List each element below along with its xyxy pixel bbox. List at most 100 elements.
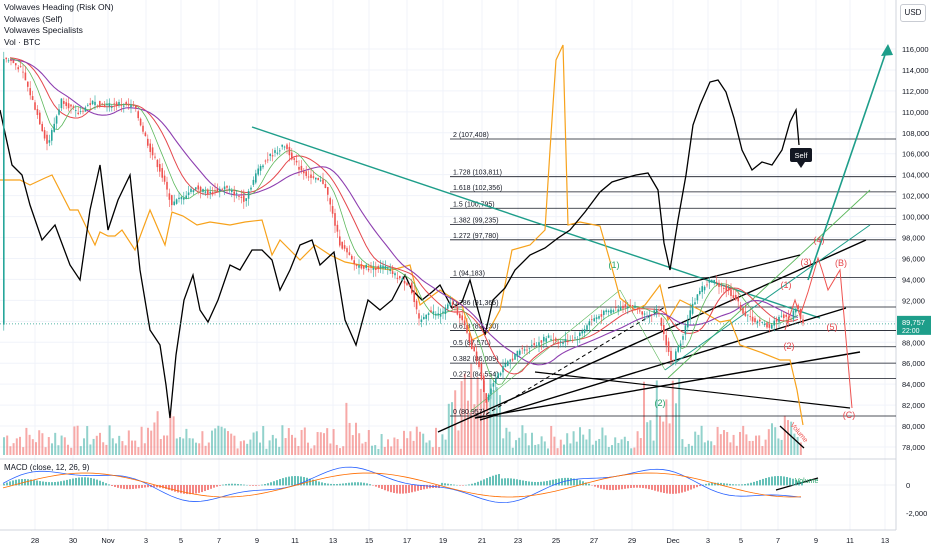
last-price-time: 22:00 <box>902 328 920 335</box>
candle-body <box>651 314 653 316</box>
time-tick-label: 5 <box>179 536 183 545</box>
volume-bar <box>262 426 265 455</box>
macd-histogram-bar <box>231 483 233 486</box>
moving-average-green <box>9 57 799 385</box>
macd-histogram-bar <box>687 485 689 491</box>
candle-body <box>603 310 605 315</box>
legend-item[interactable]: Volwaves (Self) <box>4 13 63 24</box>
macd-histogram-bar <box>138 485 140 489</box>
candle-body <box>763 323 766 325</box>
price-tick-label: 92,000 <box>902 296 925 305</box>
fib-label: 1.5 (100,795) <box>453 201 495 208</box>
black-indicator-line <box>0 79 800 419</box>
candle-body <box>737 297 739 302</box>
macd-histogram-bar <box>438 485 440 489</box>
candle-body <box>27 81 29 87</box>
candle-body <box>771 324 773 329</box>
time-tick-label: 3 <box>144 536 148 545</box>
volume-bar <box>764 439 767 455</box>
macd-histogram-bar <box>585 482 587 486</box>
candle-body <box>115 102 118 106</box>
volume-bar <box>310 448 313 455</box>
volume-bar <box>697 434 700 455</box>
macd-histogram-bar <box>198 485 200 493</box>
black-indicator <box>0 79 800 419</box>
macd-histogram-bar <box>792 478 794 486</box>
volume-bar <box>451 402 453 455</box>
time-tick-label: 29 <box>628 536 636 545</box>
candle-body <box>648 315 651 317</box>
currency-button[interactable]: USD <box>900 4 926 22</box>
candle-body <box>672 359 675 361</box>
candle-body <box>523 349 526 351</box>
volume-bar <box>582 434 585 455</box>
macd-histogram-bar <box>441 482 443 486</box>
candle-body <box>175 199 178 204</box>
candle-body <box>269 153 271 156</box>
candle-body <box>684 325 687 335</box>
volume-bar <box>550 425 553 455</box>
last-price-tag <box>897 315 931 335</box>
macd-histogram-bar <box>45 481 47 486</box>
candle-body <box>257 168 259 175</box>
macd-histogram-bar <box>492 475 494 486</box>
candle-body <box>487 394 490 401</box>
candle-body <box>214 190 216 191</box>
fib-label: 0 (80,957) <box>453 409 485 416</box>
macd-histogram-bar <box>669 485 671 494</box>
macd-histogram-bar <box>141 485 143 488</box>
volume-bar <box>790 421 793 455</box>
candle-body <box>279 150 281 152</box>
candle-body <box>271 155 274 157</box>
volume-bar <box>668 423 671 455</box>
volume-bar <box>543 441 546 455</box>
macd-histogram-bar <box>168 485 170 490</box>
candle-body <box>159 164 161 172</box>
candle-body <box>437 313 439 316</box>
time-tick-label: 7 <box>776 536 780 545</box>
macd-histogram-bar <box>273 481 275 486</box>
volume-bar <box>214 428 217 455</box>
volume-bar <box>143 443 146 455</box>
trendline-channel-upper <box>437 239 867 433</box>
macd-histogram-bar <box>57 481 59 486</box>
volume-bar <box>652 440 655 455</box>
candle-body <box>610 309 612 314</box>
macd-histogram-bar <box>675 485 677 494</box>
macd-histogram-bar <box>588 483 590 486</box>
macd-histogram-bar <box>195 485 197 494</box>
volume-bar <box>486 398 489 455</box>
candle-body <box>34 102 36 110</box>
macd-histogram-bar <box>18 479 20 486</box>
candle-body <box>346 248 348 253</box>
macd-histogram-bar <box>774 476 776 486</box>
candle-body <box>375 267 377 270</box>
volume-bar <box>457 430 460 455</box>
macd-histogram-bar <box>39 481 41 486</box>
macd-legend[interactable]: MACD (close, 12, 26, 9) <box>4 463 90 472</box>
macd-histogram-bar <box>399 485 401 494</box>
macd-histogram-bar <box>423 485 425 490</box>
volume-bar <box>595 440 597 455</box>
candle-body <box>391 271 394 274</box>
volume-bar <box>767 429 770 455</box>
candle-body <box>120 104 123 106</box>
candle-body <box>295 160 298 163</box>
volume-bar <box>463 373 466 455</box>
macd-histogram-bar <box>12 480 14 486</box>
legend-item[interactable]: Vol · BTC <box>4 36 41 47</box>
legend-item[interactable]: Volwaves Specialists <box>4 25 83 35</box>
candle-body <box>475 351 478 361</box>
volume-bar <box>393 437 396 455</box>
volume-bar <box>684 446 687 455</box>
macd-histogram-bar <box>420 485 422 490</box>
volume-bar <box>620 439 623 455</box>
macd-histogram-bar <box>546 480 548 486</box>
macd-histogram-bar <box>396 485 398 494</box>
macd-histogram-bar <box>105 483 107 486</box>
macd-histogram-bar <box>315 480 317 486</box>
candle-body <box>802 319 804 324</box>
legend-item[interactable]: Volwaves Heading (Risk ON) <box>4 2 114 12</box>
macd-histogram-bar <box>507 478 509 486</box>
